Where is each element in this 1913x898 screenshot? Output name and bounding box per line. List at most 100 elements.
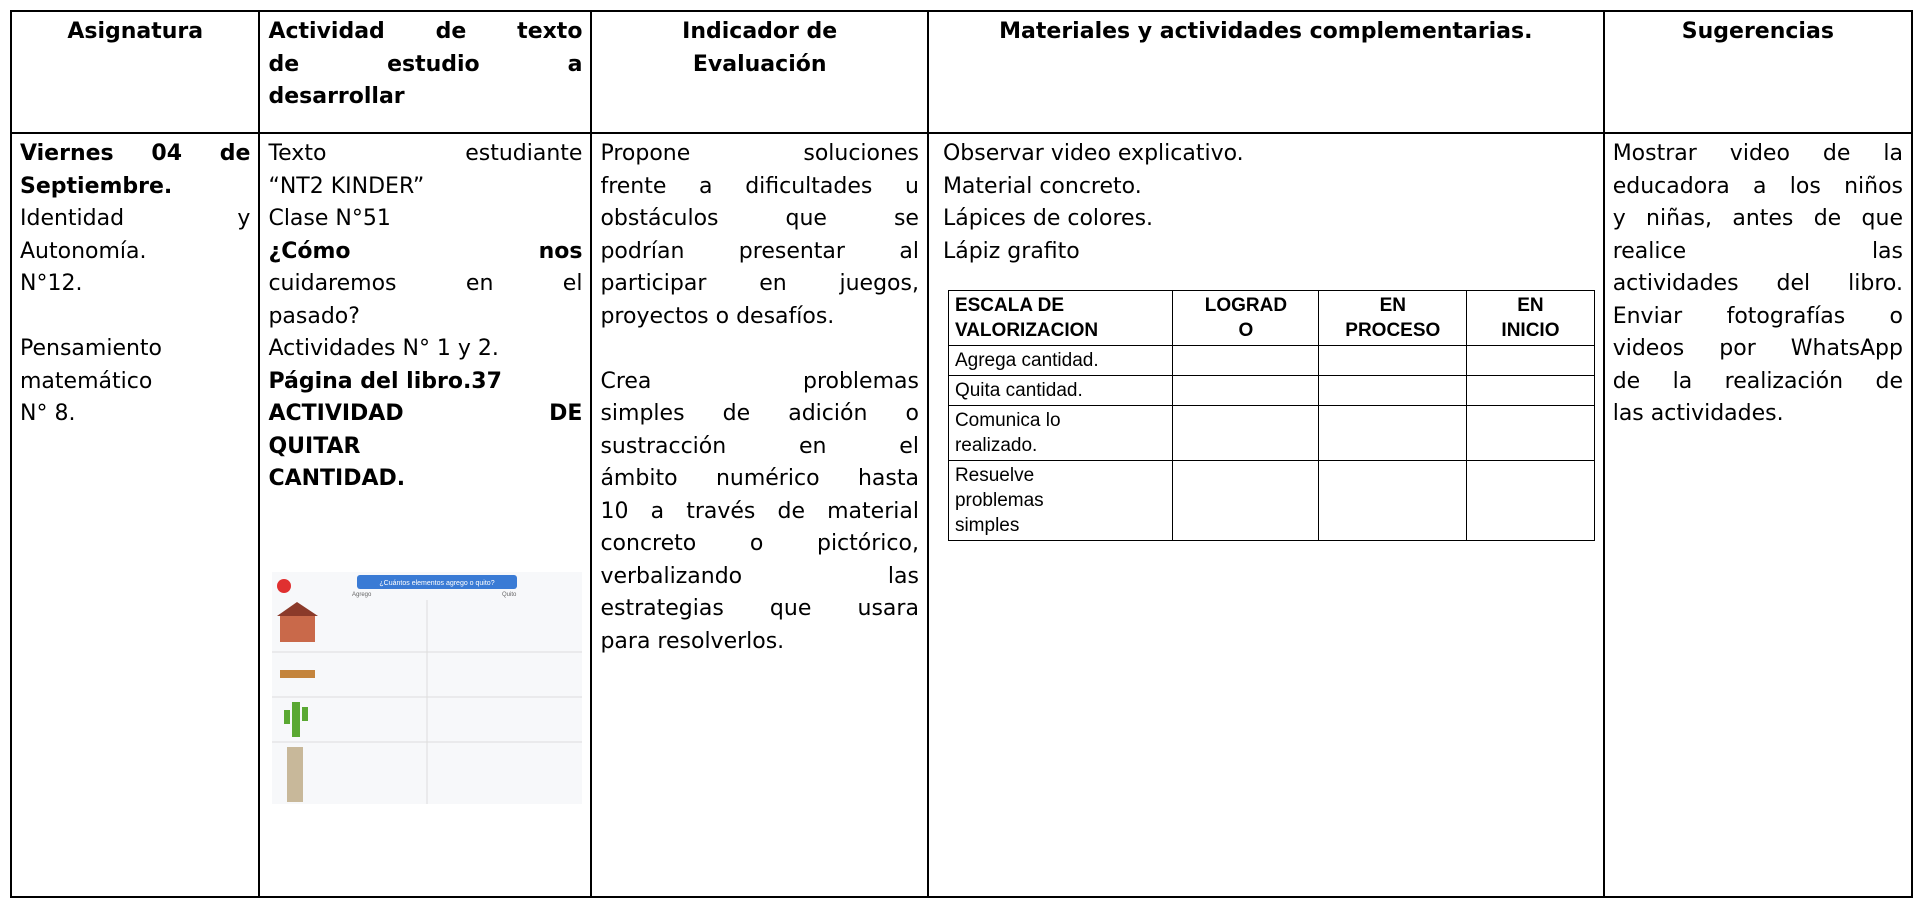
line: ESCALA DE <box>954 295 1065 316</box>
line: ámbito numérico hasta <box>600 466 919 491</box>
line: Texto estudiante <box>268 141 583 166</box>
line: estrategias que usara <box>600 596 919 621</box>
line: podrían presentar al <box>600 238 919 264</box>
worksheet-label: Quito <box>502 592 517 598</box>
line: Lápices de colores. <box>942 206 1154 231</box>
line: sustracción en el <box>600 433 919 459</box>
header-cell: Sugerencias <box>1602 10 1913 134</box>
line: concreto o pictórico, <box>600 531 919 556</box>
scale-row: Comunica lo realizado. <box>947 405 1595 461</box>
sugerencias-cell: Mostrar video de la educadora a los niño… <box>1602 132 1913 898</box>
line: Lápiz grafito <box>942 238 1080 264</box>
worksheet-title: ¿Cuántos elementos agrego o quito? <box>380 579 495 586</box>
asignatura-cell: Viernes 04 de Septiembre. Identidad y Au… <box>9 132 261 898</box>
line: Enviar fotografías o <box>1612 303 1903 329</box>
line: Septiembre. <box>20 173 173 199</box>
line: Autonomía. <box>20 238 147 264</box>
line: Material concreto. <box>942 173 1142 199</box>
scale-header-cell: EN PROCESO <box>1318 290 1468 346</box>
scale-cell: Resuelve problemas simples <box>947 460 1174 541</box>
line: EN <box>1379 295 1406 316</box>
header-text: desarrollar <box>268 84 405 109</box>
line: verbalizando las <box>600 563 919 589</box>
line: O <box>1238 320 1254 341</box>
line: Identidad y <box>20 206 251 231</box>
line: ACTIVIDAD DE <box>268 401 583 426</box>
line: N° 8. <box>20 401 76 426</box>
scale-table: ESCALA DE VALORIZACION LOGRAD O EN PROCESO … <box>947 290 1595 541</box>
header-cell: Indicador de Evaluación <box>590 10 929 134</box>
line: Propone soluciones <box>600 141 919 166</box>
scale-row: Quita cantidad. <box>947 375 1595 406</box>
lesson-table: Asignatura Actividad de texto de estudio… <box>9 10 1913 898</box>
body-row: Viernes 04 de Septiembre. Identidad y Au… <box>9 132 1913 898</box>
line: Actividades N° 1 y 2. <box>268 336 499 361</box>
line: Quita cantidad. <box>954 380 1083 401</box>
line: N°12. <box>20 271 83 296</box>
scale-cell: Comunica lo realizado. <box>947 405 1174 461</box>
header-cell: Actividad de texto de estudio a desarrol… <box>258 10 593 134</box>
line: Crea problemas <box>600 368 919 394</box>
line: Página del libro.37 <box>268 368 502 394</box>
line: participar en juegos, <box>600 271 919 296</box>
header-row: Asignatura Actividad de texto de estudio… <box>9 10 1913 134</box>
scale-cell: Quita cantidad. <box>947 375 1174 406</box>
line: realice las <box>1612 238 1903 264</box>
header-text: Sugerencias <box>1681 19 1834 44</box>
line: matemático <box>20 368 153 394</box>
scale-row: Agrega cantidad. <box>947 345 1595 376</box>
scale-header: ESCALA DE VALORIZACION LOGRAD O EN PROCESO … <box>947 290 1595 346</box>
line: frente a dificultades u <box>600 173 919 199</box>
line: problemas <box>954 490 1044 511</box>
scale-row: Resuelve problemas simples <box>947 460 1595 541</box>
line: EN <box>1517 295 1544 316</box>
line: Viernes 04 de <box>20 141 251 166</box>
header-text: Indicador de <box>682 19 838 44</box>
line: 10 a través de material <box>600 498 919 524</box>
line: Observar video explicativo. <box>942 141 1244 166</box>
header-text: Materiales y actividades complementarias… <box>999 19 1533 44</box>
line: y niñas, antes de que <box>1612 206 1903 231</box>
line: ¿Cómo nos <box>268 238 583 264</box>
line: CANTIDAD. <box>268 466 406 491</box>
line: VALORIZACION <box>954 320 1099 341</box>
line: QUITAR <box>268 433 361 459</box>
line: simples de adición o <box>600 401 919 426</box>
line: Clase N°51 <box>268 206 391 231</box>
line: videos por WhatsApp <box>1612 336 1903 361</box>
worksheet-label: Agrego <box>352 592 372 598</box>
header-cell: Asignatura <box>9 10 261 134</box>
header-text: Evaluación <box>692 51 827 77</box>
header-text: Actividad de texto <box>268 19 583 44</box>
line: proyectos o desafíos. <box>600 303 835 329</box>
line: las actividades. <box>1612 401 1784 426</box>
scale-header-cell: EN INICIO <box>1466 290 1595 346</box>
line: cuidaremos en el <box>268 271 583 296</box>
line: obstáculos que se <box>600 206 919 231</box>
header-text: Asignatura <box>67 19 204 44</box>
worksheet-image: ¿Cuántos elementos agrego o quito? Agreg… <box>272 571 583 804</box>
line: realizado. <box>954 435 1038 456</box>
line: Pensamiento <box>20 336 163 361</box>
scale-header-cell: ESCALA DE VALORIZACION <box>947 290 1174 346</box>
actividad-cell: Texto estudiante “NT2 KINDER” Clase N°51… <box>258 132 593 898</box>
materiales-cell: Observar video explicativo. Material con… <box>926 132 1605 898</box>
scale-cell: Agrega cantidad. <box>947 345 1174 376</box>
line: “NT2 KINDER” <box>268 173 425 199</box>
line: PROCESO <box>1345 320 1441 341</box>
line: Agrega cantidad. <box>954 350 1099 371</box>
line: simples <box>954 515 1020 536</box>
header-cell: Materiales y actividades complementarias… <box>926 10 1605 134</box>
indicador-cell: Propone soluciones frente a dificultades… <box>590 132 929 898</box>
line: LOGRAD <box>1204 295 1288 316</box>
line: Resuelve <box>954 465 1035 486</box>
line: actividades del libro. <box>1612 271 1903 296</box>
line: INICIO <box>1501 320 1560 341</box>
line: pasado? <box>268 303 360 329</box>
line: educadora a los niños <box>1612 173 1903 199</box>
line: de la realización de <box>1612 368 1903 394</box>
header-text: de estudio a <box>268 51 583 77</box>
line: Mostrar video de la <box>1612 141 1903 166</box>
scale-header-cell: LOGRAD O <box>1172 290 1320 346</box>
